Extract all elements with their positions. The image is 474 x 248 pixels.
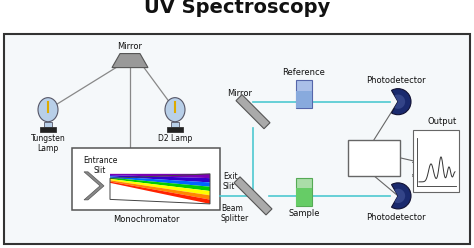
Text: Wavelength: Wavelength [422,185,455,190]
Polygon shape [110,175,210,183]
Wedge shape [394,94,405,109]
Bar [44,122,52,127]
Wedge shape [392,89,411,115]
Wedge shape [392,183,411,209]
Text: Reference: Reference [283,68,326,77]
Bar [40,127,56,132]
Text: Entrance
Slit: Entrance Slit [83,156,117,175]
Text: UV Spectroscopy: UV Spectroscopy [144,0,330,18]
Wedge shape [394,189,405,203]
Text: Mirror: Mirror [118,42,143,51]
Bar [171,122,179,127]
Text: Mirror: Mirror [227,89,252,98]
Polygon shape [110,174,210,178]
Text: Photodetector: Photodetector [366,213,426,222]
Text: Beam
Splitter: Beam Splitter [221,204,249,223]
Bar [296,178,312,206]
Text: Sample: Sample [288,209,320,218]
Polygon shape [110,179,210,195]
Text: Exit
Slit: Exit Slit [223,172,237,191]
Text: Absorbance: Absorbance [412,145,418,177]
Text: D2 Lamp: D2 Lamp [158,134,192,143]
Polygon shape [236,95,270,129]
Polygon shape [84,172,104,200]
Bar [296,188,312,206]
Ellipse shape [165,98,185,122]
Text: Output: Output [428,117,457,126]
Text: Monochromator: Monochromator [113,215,179,224]
Polygon shape [110,182,210,204]
Polygon shape [110,180,210,200]
Polygon shape [110,176,210,187]
Text: Tungsten
Lamp: Tungsten Lamp [31,134,65,153]
Polygon shape [234,177,272,215]
Ellipse shape [38,98,58,122]
Bar [167,127,183,132]
Bar [72,148,220,210]
Text: Data
Processing: Data Processing [351,148,397,167]
Bar [296,91,312,108]
Bar [413,130,459,192]
Polygon shape [110,178,210,191]
Bar [348,140,400,176]
Bar [296,80,312,108]
Text: Photodetector: Photodetector [366,76,426,85]
Polygon shape [112,54,148,68]
